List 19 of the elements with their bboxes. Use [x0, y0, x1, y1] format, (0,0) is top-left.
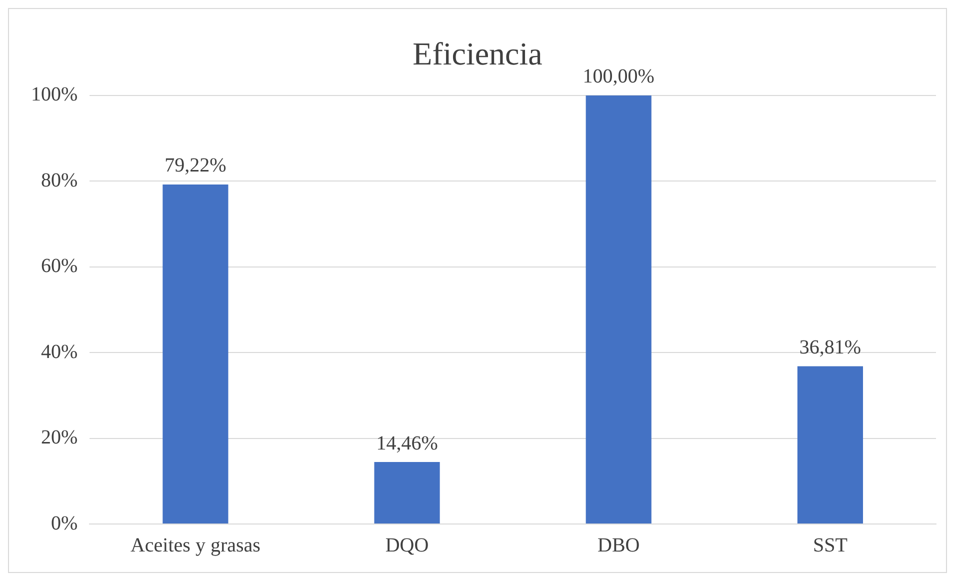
x-tick-label: SST — [812, 534, 848, 556]
y-tick-label: 0% — [50, 512, 78, 534]
x-tick-label: Aceites y grasas — [130, 534, 261, 556]
data-label: 100,00% — [582, 66, 654, 88]
data-label: 79,22% — [164, 154, 226, 177]
y-tick-label: 20% — [40, 426, 78, 449]
chart-title: Eficiencia — [412, 36, 542, 72]
bar — [797, 366, 864, 524]
x-tick-label: DQO — [385, 534, 429, 556]
y-tick-label: 100% — [30, 84, 78, 106]
y-tick-label: 40% — [40, 340, 78, 363]
data-label: 36,81% — [799, 336, 862, 358]
bar — [586, 95, 652, 524]
y-tick-label: 60% — [40, 255, 78, 278]
bar — [162, 184, 228, 524]
x-tick-label: DBO — [598, 534, 640, 556]
data-label: 14,46% — [376, 432, 438, 454]
bar — [374, 462, 440, 524]
y-tick-label: 80% — [40, 169, 78, 192]
